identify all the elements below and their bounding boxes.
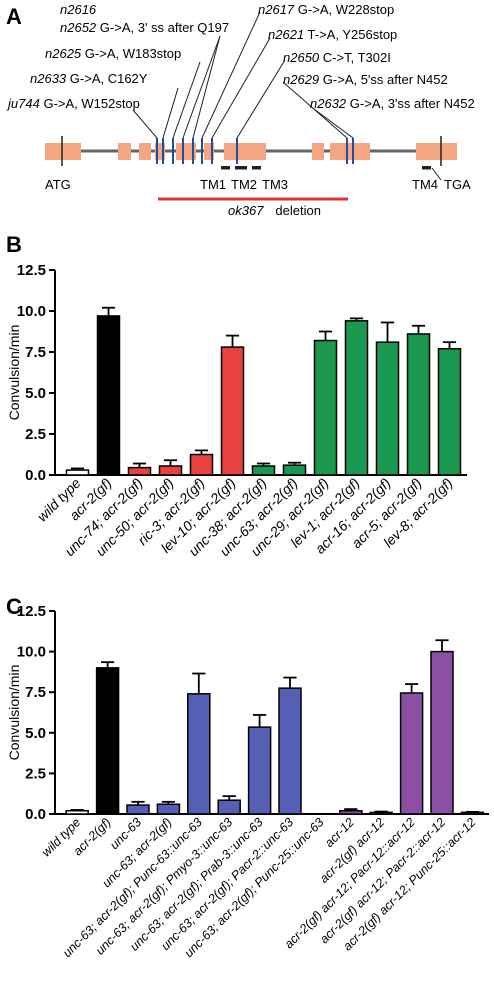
panel-c-y-tick-label: 12.5 [17,603,46,620]
tga-leader [431,167,442,181]
tm2-segment [235,166,247,170]
panel-b-bar [158,465,183,476]
panel-b-bar [406,333,431,476]
exon-1 [45,143,81,160]
panel-c-bar [95,667,120,815]
panel-c-bar [399,692,424,815]
panel-c-bar [217,799,241,815]
panel-c-letter: C [6,594,22,619]
deletion-label: ok367 deletion [228,203,321,218]
exons [45,143,457,160]
mutation-label-n2633: n2633 G->A, C162Y [30,71,148,86]
mutation-leader-lines [132,11,354,139]
panel-b-y-tick-label: 7.5 [25,344,46,361]
exon-10 [416,143,457,160]
panel-c-y-tick-label: 0.0 [25,806,46,823]
panel-b-bar [251,465,276,476]
tm3-label: TM3 [262,177,288,192]
tm1-segment [221,166,230,170]
mutation-label-n2616: n2616 [60,2,97,17]
panel-b-chart: B 0.02.55.07.510.012.5Convulsion/minwild… [6,232,467,559]
panel-c-bar [247,726,272,815]
panel-b-bar [282,464,307,476]
panel-b-bar [344,320,369,476]
panel-c-y-tick-label: 10.0 [17,644,46,661]
mutation-ticks [156,138,354,164]
panel-a-gene-diagram: A n2616 n2652 G->A, 3' ss after Q197 n26… [6,2,475,218]
panel-b-bar [189,453,214,476]
panel-b-bar [96,315,121,476]
exon-7 [224,143,266,160]
panel-c-y-tick-label: 2.5 [25,765,46,782]
panel-c-bar [278,687,302,815]
panel-c-y-axis-label: Convulsion/min [6,665,22,761]
panel-b-bar [437,347,462,476]
exon-8 [312,143,324,160]
exon-6 [204,143,214,160]
tm2-label: TM2 [231,177,257,192]
panel-b-letter: B [6,232,22,257]
mutation-label-n2617: n2617 G->A, W228stop [258,2,394,17]
panel-c-bar [126,804,150,815]
tm4-segment [422,166,431,170]
panel-c-chart: C 0.02.55.07.510.012.5Convulsion/minwild… [6,594,489,960]
exon-9 [330,143,370,160]
mutation-label-ju744: ju744 G->A, W152stop [6,96,140,111]
panel-b-y-tick-label: 12.5 [17,262,46,279]
mutation-label-n2650: n2650 C->T, T302I [283,50,391,65]
panel-c-bar [369,811,393,815]
exon-4 [155,143,165,160]
panel-c-y-tick-label: 7.5 [25,684,46,701]
tm3-segment [252,166,261,170]
panel-b-y-tick-label: 5.0 [25,385,46,402]
panel-c-bar [187,693,211,815]
tm1-label: TM1 [200,177,226,192]
mutation-label-n2652: n2652 G->A, 3' ss after Q197 [60,20,229,35]
mutation-label-n2625: n2625 G->A, W183stop [45,46,181,61]
panel-b-y-tick-label: 10.0 [17,303,46,320]
panel-c-y-tick-label: 5.0 [25,725,46,742]
panel-b-y-axis-label: Convulsion/min [6,325,22,421]
panel-c-bar [65,810,89,815]
tm4-label: TM4 [412,177,438,192]
tga-label: TGA [444,177,471,192]
mutation-label-n2632: n2632 G->A, 3'ss after N452 [310,96,475,111]
panel-b-y-tick-label: 0.0 [25,467,46,484]
panel-b-y-tick-label: 2.5 [25,426,46,443]
panel-c-bar [156,803,181,815]
exon-3 [139,143,151,160]
mutation-label-n2629: n2629 G->A, 5'ss after N452 [283,72,448,87]
atg-label: ATG [45,177,71,192]
mutation-label-n2621: n2621 T->A, Y256stop [268,27,397,42]
exon-2 [118,143,131,160]
panel-a-letter: A [6,4,22,29]
panel-b-bar [65,469,90,476]
panel-b-bar [127,466,152,476]
panel-b-bar [375,341,400,476]
panel-c-bar [339,810,363,815]
panel-c-bar [430,650,454,815]
panel-b-bar [220,346,245,476]
exon-5 [176,143,196,160]
tm-segments [221,166,431,170]
panel-b-bar [313,339,338,476]
